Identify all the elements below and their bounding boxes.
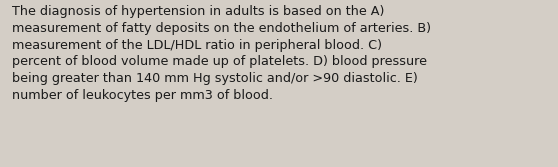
Text: The diagnosis of hypertension in adults is based on the A)
measurement of fatty : The diagnosis of hypertension in adults … [12, 5, 431, 102]
